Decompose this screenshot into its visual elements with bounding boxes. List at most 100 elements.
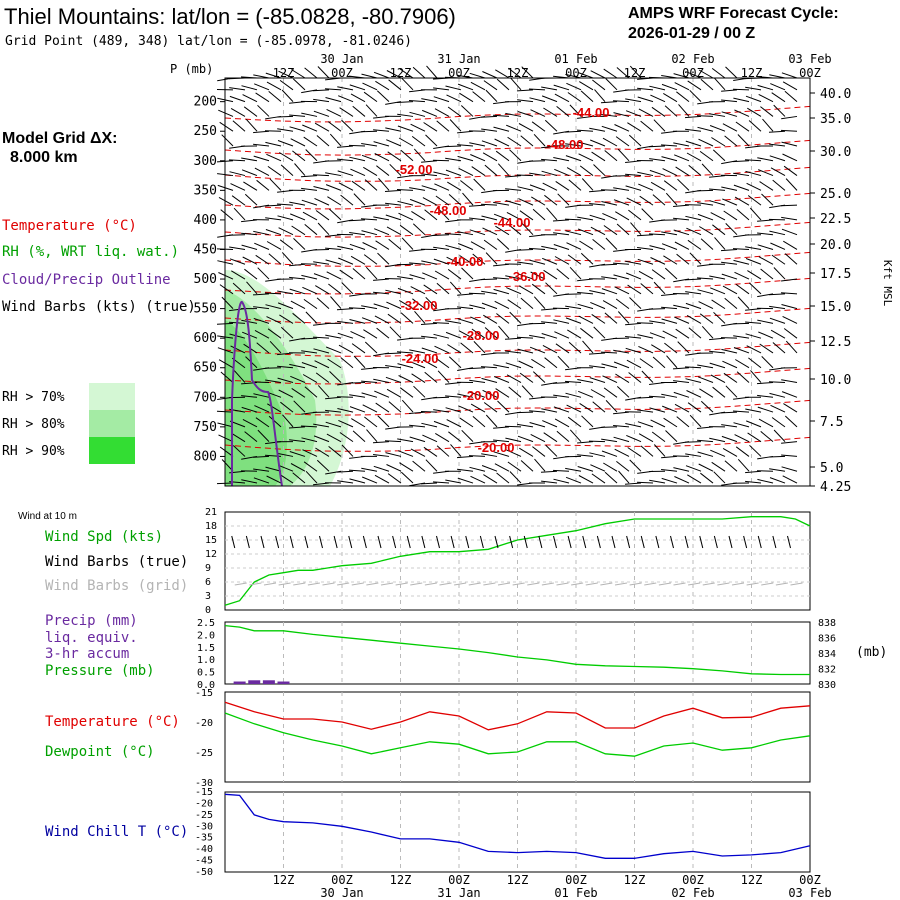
wind-barb xyxy=(337,332,354,339)
wind-barb xyxy=(493,439,510,443)
wind-barb xyxy=(520,297,534,309)
surface-wind-barb xyxy=(260,535,265,549)
wind-barb xyxy=(349,394,366,398)
wind-barb xyxy=(734,434,750,443)
wind-barb xyxy=(529,172,546,177)
wind-barb xyxy=(246,281,258,295)
wind-barb xyxy=(352,430,366,443)
wind-barb xyxy=(688,327,702,339)
wind-barb xyxy=(687,402,702,413)
wind-barb xyxy=(483,239,498,250)
wind-barb xyxy=(446,94,462,103)
wind-barb xyxy=(780,204,798,207)
wind-barb xyxy=(674,82,690,91)
temp-panel-label: Temperature (°C) xyxy=(45,714,180,730)
wind-barb xyxy=(469,217,486,221)
isotherm-label: -20.00 xyxy=(463,388,500,403)
wind-barb xyxy=(542,344,558,354)
wind-barb xyxy=(625,110,642,117)
wind-barb xyxy=(768,218,786,221)
wind-barb xyxy=(673,467,690,472)
wind-barb xyxy=(462,192,474,206)
wind-barb xyxy=(686,71,702,79)
wind-barb xyxy=(781,278,798,282)
wind-barb xyxy=(701,325,714,339)
wind-barb xyxy=(759,343,774,354)
wind-barb xyxy=(493,213,510,221)
wind-barb xyxy=(422,197,438,206)
wind-barb xyxy=(449,281,462,295)
grid-wind-barb xyxy=(658,582,671,586)
wind-barb xyxy=(305,149,318,162)
wind-barb xyxy=(612,100,630,103)
wind-barb xyxy=(396,263,414,266)
wind-barb xyxy=(768,293,786,296)
precip-bar xyxy=(248,680,261,684)
wind-barb xyxy=(278,389,294,398)
wind-barb xyxy=(400,471,414,484)
wind-barb xyxy=(732,410,750,413)
wind-barb xyxy=(554,256,570,265)
wind-barb xyxy=(244,268,258,280)
wind-barb xyxy=(363,254,378,265)
wind-barb xyxy=(337,145,354,148)
wind-barb xyxy=(617,311,630,324)
wind-barb xyxy=(711,461,726,472)
wind-barb xyxy=(531,283,546,295)
wind-barb xyxy=(401,77,414,91)
wind-barb xyxy=(723,210,738,221)
wind-barb xyxy=(255,417,270,428)
wind-barb xyxy=(541,333,558,339)
grid-wind-barb xyxy=(337,582,350,586)
wind-barb xyxy=(423,446,438,457)
wind-barb xyxy=(305,470,318,484)
wind-barb xyxy=(433,96,450,103)
wind-barb xyxy=(448,431,462,443)
wind-barb xyxy=(541,145,558,149)
wind-barb xyxy=(302,449,318,457)
wind-barb xyxy=(616,223,630,236)
wind-barb xyxy=(480,115,498,118)
wind-barb xyxy=(580,252,594,265)
wind-barb xyxy=(231,432,246,443)
wind-barb xyxy=(733,422,750,428)
surface-wind-barb xyxy=(436,535,440,549)
wind-barb xyxy=(218,272,234,280)
wind-barb xyxy=(579,240,594,250)
top-hour-label: 00Z xyxy=(331,66,353,80)
wind-barb xyxy=(424,209,438,221)
surface-wind-barb xyxy=(626,535,631,549)
wind-barb xyxy=(377,415,390,428)
wind-barb xyxy=(781,115,798,120)
wind-barb xyxy=(591,313,606,324)
wind-barb xyxy=(277,140,294,147)
wind-barb xyxy=(529,346,546,354)
wind-barb xyxy=(661,231,678,236)
wind-barb xyxy=(244,193,258,206)
wind-barb xyxy=(773,429,786,442)
wind-barb xyxy=(461,429,474,443)
pressure-axis-title: P (mb) xyxy=(170,62,213,76)
wind-barb xyxy=(337,158,354,162)
wind-barb xyxy=(420,322,438,325)
isotherm-label: -52.00 xyxy=(396,162,433,177)
wind-barb xyxy=(485,89,498,102)
wind-barb xyxy=(581,415,594,428)
wind-tick-label: 9 xyxy=(205,563,211,574)
wind-barb xyxy=(556,106,570,117)
wind-barb xyxy=(376,165,390,176)
wind-barb xyxy=(330,296,342,309)
wind-barb xyxy=(257,267,270,280)
wind-barb xyxy=(565,305,582,310)
wind-barb xyxy=(293,238,306,250)
wind-barb xyxy=(481,290,498,295)
wind-barb xyxy=(757,478,774,484)
bottom-date-label: 31 Jan xyxy=(437,886,480,900)
wind-barb xyxy=(241,232,258,236)
wind-barb xyxy=(541,308,558,311)
wind-barb xyxy=(481,465,498,472)
wind-barb xyxy=(604,312,618,324)
wind-barb xyxy=(530,433,546,443)
wind-barb xyxy=(735,121,750,132)
wind-barb xyxy=(327,121,342,132)
